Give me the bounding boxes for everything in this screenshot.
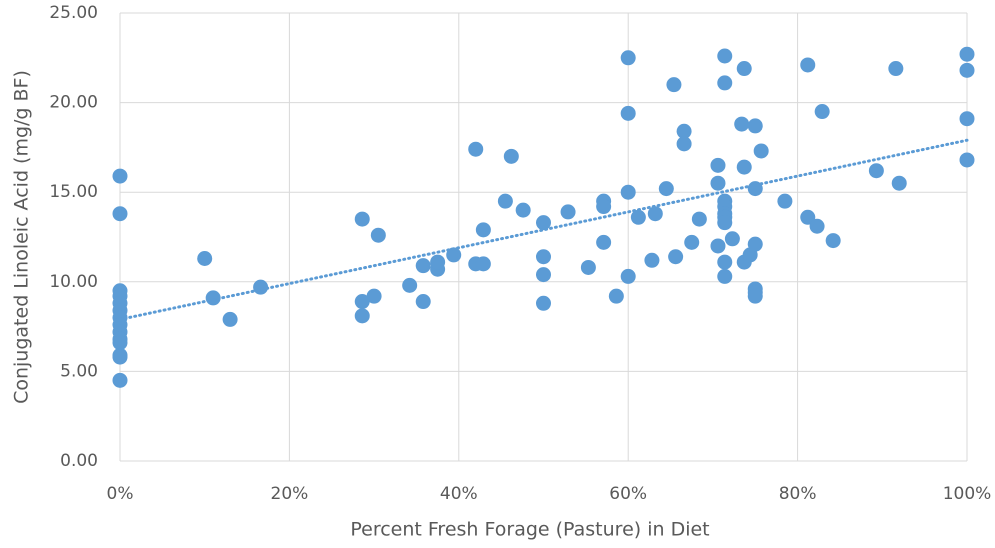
y-tick-label: 10.00: [49, 272, 98, 292]
data-point: [112, 335, 128, 351]
y-tick-label: 0.00: [60, 451, 98, 471]
data-point: [710, 238, 726, 254]
data-point: [536, 267, 551, 283]
data-point: [112, 168, 128, 184]
data-point: [734, 116, 750, 132]
data-point: [415, 294, 431, 310]
data-point: [959, 46, 975, 62]
data-point: [366, 288, 382, 304]
data-point: [959, 62, 975, 78]
data-point: [253, 279, 269, 295]
data-point: [536, 295, 551, 311]
data-point: [717, 48, 733, 64]
data-point: [608, 288, 624, 304]
x-tick-label: 100%: [943, 484, 992, 504]
x-tick-label: 60%: [609, 484, 647, 504]
data-point: [430, 254, 446, 270]
data-point: [717, 254, 733, 270]
x-tick-label: 80%: [779, 484, 817, 504]
data-point: [668, 249, 684, 265]
data-point: [814, 104, 830, 120]
data-point: [736, 159, 752, 175]
data-point: [197, 251, 213, 267]
data-point: [747, 236, 763, 252]
data-point: [959, 152, 975, 168]
data-point: [710, 175, 726, 191]
data-point: [475, 222, 491, 238]
data-point: [710, 157, 726, 173]
data-point: [747, 288, 763, 304]
x-tick-label: 40%: [440, 484, 478, 504]
data-point: [620, 50, 636, 66]
data-point: [370, 227, 386, 243]
data-point: [888, 61, 904, 77]
data-point: [354, 294, 370, 310]
data-point: [560, 204, 576, 220]
data-point: [809, 218, 825, 234]
data-point: [724, 231, 740, 247]
data-point: [676, 136, 692, 152]
data-point: [800, 209, 816, 225]
data-point: [717, 215, 733, 231]
data-point: [468, 141, 484, 157]
data-point: [959, 111, 975, 127]
data-point: [647, 206, 663, 222]
data-point: [644, 252, 660, 268]
data-point: [658, 181, 674, 197]
data-point: [503, 148, 519, 164]
x-axis-title: Percent Fresh Forage (Pasture) in Diet: [350, 519, 709, 541]
data-point: [620, 268, 636, 284]
data-point: [747, 118, 763, 134]
data-point: [580, 259, 596, 275]
y-tick-label: 5.00: [60, 361, 98, 381]
data-point: [515, 202, 531, 218]
data-point: [630, 209, 646, 225]
data-point: [868, 163, 884, 179]
data-point: [222, 311, 238, 327]
y-tick-label: 15.00: [49, 182, 98, 202]
y-tick-label: 25.00: [49, 3, 98, 23]
data-point: [753, 143, 769, 159]
data-point: [112, 206, 128, 222]
data-point: [736, 61, 752, 77]
data-point: [415, 258, 431, 274]
data-point: [684, 234, 700, 250]
data-point: [825, 233, 841, 249]
x-tick-label: 20%: [271, 484, 309, 504]
trendline: [118, 138, 969, 321]
y-tick-label: 20.00: [49, 93, 98, 113]
data-point: [354, 211, 370, 227]
data-point: [402, 277, 418, 293]
data-point: [112, 349, 128, 365]
y-axis-title: Conjugated Linoleic Acid (mg/g BF): [11, 70, 33, 404]
data-point: [475, 256, 491, 272]
data-point: [112, 372, 128, 388]
data-point: [536, 249, 551, 265]
data-point: [691, 211, 707, 227]
data-point: [800, 57, 816, 73]
data-point: [676, 123, 692, 139]
data-point: [717, 268, 733, 284]
data-point: [777, 193, 793, 209]
data-point: [446, 247, 462, 263]
data-point: [717, 75, 733, 91]
data-point: [620, 105, 636, 121]
data-point: [620, 184, 636, 200]
x-tick-label: 0%: [107, 484, 134, 504]
data-point: [354, 308, 370, 324]
data-point: [596, 199, 612, 215]
data-point: [596, 234, 612, 250]
data-point: [891, 175, 907, 191]
data-point: [666, 77, 682, 93]
data-point: [497, 193, 513, 209]
data-point: [536, 215, 551, 231]
